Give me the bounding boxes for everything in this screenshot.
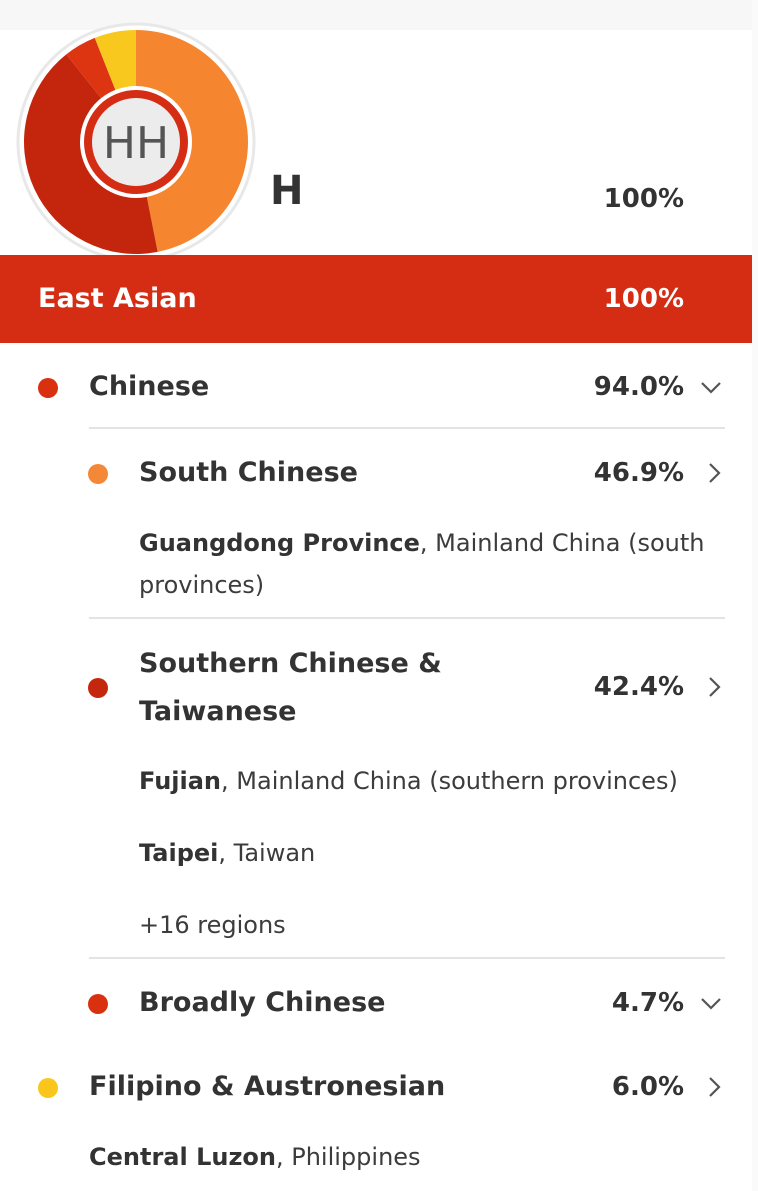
ancestry-donut: HH [16,22,256,262]
region-banner-east-asian[interactable]: East Asian 100% [0,255,752,343]
avatar-initials-bg [92,98,180,186]
region-location-cont: provinces) [139,571,265,599]
row-label: Chinese [89,371,210,402]
ancestry-row-broadly-chinese[interactable]: Broadly Chinese 4.7% [0,976,752,1036]
region-location: , Taiwan [218,839,316,867]
legend-dot [88,994,108,1014]
row-percent: 94.0% [593,372,684,402]
region-location: , Philippines [275,1143,421,1171]
chevron-down-icon[interactable] [700,376,722,398]
chevron-right-icon[interactable] [703,462,725,484]
region-location: , Mainland China (southern provinces) [221,767,678,795]
ancestry-row-southern-chinese-taiwanese[interactable]: Southern Chinese & Taiwanese 42.4% Fujia… [0,640,752,950]
profile-percent: 100% [603,184,684,214]
avatar-initials: HH [103,118,169,169]
row-label: Broadly Chinese [139,987,386,1018]
profile-name: H [270,168,304,214]
ancestry-row-south-chinese[interactable]: South Chinese 46.9% Guangdong Province, … [0,446,752,606]
row-percent: 4.7% [611,988,684,1018]
donut-segment-south [136,30,249,252]
region-name: Guangdong Province [139,529,420,557]
legend-dot [88,464,108,484]
ancestry-row-filipino-austronesian[interactable]: Filipino & Austronesian 6.0% Central Luz… [0,1060,752,1190]
row-label-line2: Taiwanese [139,696,297,727]
row-label: South Chinese [139,457,358,488]
avatar: HH [16,22,256,262]
row-label: Filipino & Austronesian [89,1071,446,1102]
row-label-line1: Southern Chinese & [139,648,442,679]
chevron-down-icon[interactable] [700,992,722,1014]
donut-segment-broadly [66,37,116,99]
right-edge [752,0,758,1191]
chevron-right-icon[interactable] [703,676,725,698]
region-detail: Guangdong Province, Mainland China (sout… [139,522,729,606]
row-percent: 46.9% [593,458,684,488]
region-detail: Fujian, Mainland China (southern provinc… [139,760,739,802]
row-percent: 6.0% [611,1072,684,1102]
row-percent: 42.4% [593,672,684,702]
region-name: Taipei [139,839,219,867]
divider [89,617,725,619]
legend-dot [38,378,58,398]
donut-segment-southern-taiwanese [23,54,158,255]
banner-label: East Asian [38,283,197,314]
donut-segments [23,30,249,255]
divider [89,427,725,429]
banner-percent: 100% [603,284,684,314]
chevron-right-icon[interactable] [703,1076,725,1098]
legend-dot [38,1078,58,1098]
donut-segment-filipino [94,30,136,90]
legend-dot [88,678,108,698]
region-location: , Mainland China (south [419,529,705,557]
more-regions-link[interactable]: +16 regions [139,911,286,939]
region-name: Central Luzon [89,1143,276,1171]
ancestry-row-chinese[interactable]: Chinese 94.0% [0,360,752,420]
region-detail: Taipei, Taiwan [139,832,729,874]
region-detail: Central Luzon, Philippines [89,1136,719,1178]
region-name: Fujian [139,767,222,795]
divider [89,957,725,959]
